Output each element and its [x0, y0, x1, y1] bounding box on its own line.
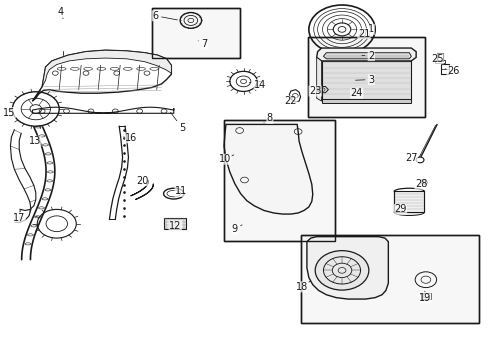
Text: 26: 26 [445, 66, 458, 76]
Text: 23: 23 [308, 86, 321, 96]
Bar [321, 99, 410, 103]
Text: 12: 12 [169, 221, 181, 231]
Text: 15: 15 [3, 108, 16, 118]
Text: 29: 29 [393, 204, 406, 215]
Text: 24: 24 [350, 88, 362, 98]
Point [120, 127, 127, 133]
Text: 20: 20 [136, 176, 148, 186]
Bar [300, 234, 478, 323]
Bar [440, 64, 448, 74]
Bar [152, 8, 239, 58]
Text: 3: 3 [355, 75, 374, 85]
Text: 9: 9 [231, 225, 242, 234]
Bar [152, 8, 239, 58]
Text: 18: 18 [295, 281, 310, 292]
Bar [300, 234, 478, 323]
Point [120, 143, 127, 148]
Text: 28: 28 [414, 179, 427, 189]
Point [120, 213, 127, 219]
Bar [224, 120, 334, 241]
Text: 11: 11 [175, 186, 187, 197]
Text: 25: 25 [430, 54, 443, 64]
Text: 7: 7 [198, 39, 207, 49]
Point [120, 197, 127, 203]
Point [120, 158, 127, 164]
Text: 8: 8 [264, 113, 272, 123]
Text: 22: 22 [284, 96, 297, 106]
Ellipse shape [393, 209, 424, 216]
Point [120, 189, 127, 195]
Text: 27: 27 [404, 153, 420, 163]
Bar [434, 60, 445, 63]
Polygon shape [321, 61, 410, 101]
Bar [224, 120, 334, 241]
Text: 1: 1 [360, 24, 374, 35]
Bar [163, 218, 185, 229]
Text: 4: 4 [57, 7, 63, 19]
Bar [307, 37, 424, 117]
Point [120, 150, 127, 156]
Text: 6: 6 [152, 11, 177, 21]
Text: 13: 13 [29, 136, 41, 146]
Text: 2: 2 [361, 50, 374, 60]
Point [120, 174, 127, 180]
Bar [420, 293, 430, 299]
Text: 5: 5 [170, 112, 185, 133]
Polygon shape [316, 48, 415, 61]
Point [120, 166, 127, 172]
Polygon shape [42, 50, 171, 87]
Polygon shape [316, 57, 321, 101]
Text: 10: 10 [219, 154, 233, 164]
Text: 16: 16 [123, 133, 137, 143]
Text: 14: 14 [249, 80, 265, 90]
Text: 19: 19 [418, 291, 430, 303]
Bar [393, 192, 424, 212]
Circle shape [315, 251, 368, 290]
Point [120, 205, 127, 211]
Text: 17: 17 [13, 211, 25, 222]
Polygon shape [224, 125, 312, 214]
Point [120, 135, 127, 140]
Bar [307, 37, 424, 117]
Bar [436, 53, 442, 61]
Polygon shape [306, 237, 387, 299]
Point [120, 182, 127, 188]
Ellipse shape [415, 273, 435, 287]
Text: 21: 21 [357, 29, 369, 39]
